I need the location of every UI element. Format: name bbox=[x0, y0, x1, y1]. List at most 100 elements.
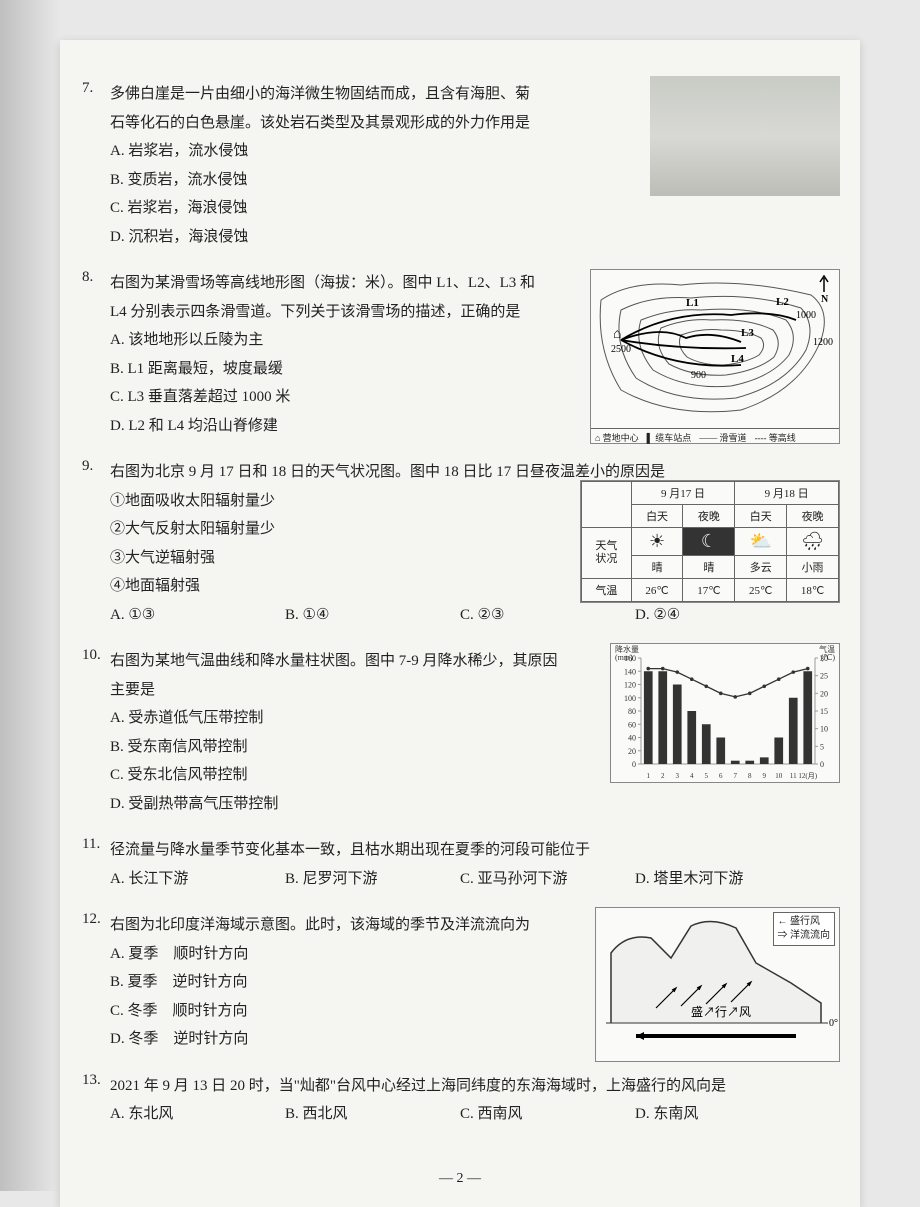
q7-opt-b: B. 变质岩，流水侵蚀 bbox=[110, 166, 540, 195]
question-9: 9. 右图为北京 9 月 17 日和 18 日的天气状况图。图中 18 日比 1… bbox=[110, 458, 810, 629]
q10-opt-d: D. 受副热带高气压带控制 bbox=[110, 790, 570, 819]
q8-options: A. 该地地形以丘陵为主 B. L1 距离最短，坡度最缓 C. L3 垂直落差超… bbox=[110, 326, 540, 440]
q13-opt-c: C. 西南风 bbox=[460, 1100, 635, 1129]
q12-options: A. 夏季 顺时针方向 B. 夏季 逆时针方向 C. 冬季 顺时针方向 D. 冬… bbox=[110, 940, 540, 1054]
q10-opt-c: C. 受东北信风带控制 bbox=[110, 761, 570, 790]
q9-item-1: ①地面吸收太阳辐射量少 bbox=[110, 487, 540, 516]
svg-text:2: 2 bbox=[661, 772, 665, 780]
q9-item-3: ③大气逆辐射强 bbox=[110, 544, 540, 573]
desc-4: 小雨 bbox=[787, 556, 839, 579]
label-l4: L4 bbox=[731, 353, 744, 365]
row-tq: 天气 bbox=[595, 540, 617, 552]
q13-stem: 2021 年 9 月 13 日 20 时，当"灿都"台风中心经过上海同纬度的东海… bbox=[110, 1072, 810, 1101]
svg-text:6: 6 bbox=[719, 772, 723, 780]
label-l3: L3 bbox=[741, 327, 754, 339]
q9-item-2: ②大气反射太阳辐射量少 bbox=[110, 515, 540, 544]
svg-text:5: 5 bbox=[705, 772, 709, 780]
hdr-d17: 9 月17 日 bbox=[631, 482, 735, 505]
q12-figure: ← 盛行风 ⇒ 洋流流向 0° 盛↗行↗风 bbox=[595, 907, 840, 1062]
q9-opt-c: C. ②③ bbox=[460, 601, 635, 630]
desc-1: 晴 bbox=[631, 556, 683, 579]
page-number: — 2 — bbox=[60, 1171, 860, 1187]
sub-yw2: 夜晚 bbox=[787, 505, 839, 528]
temp-4: 18℃ bbox=[787, 579, 839, 602]
q10-figure: 0204060801001201401600510152025301234567… bbox=[610, 643, 840, 783]
svg-text:10: 10 bbox=[820, 725, 828, 734]
q9-opt-b: B. ①④ bbox=[285, 601, 460, 630]
question-7: 7. 多佛白崖是一片由细小的海洋微生物固结而成，且含有海胆、菊石等化石的白色悬崖… bbox=[110, 80, 810, 251]
question-10: 10. 右图为某地气温曲线和降水量柱状图。图中 7-9 月降水稀少，其原因主要是… bbox=[110, 647, 810, 818]
q9-opt-a: A. ①③ bbox=[110, 601, 285, 630]
svg-text:9: 9 bbox=[763, 772, 767, 780]
svg-text:100: 100 bbox=[624, 694, 636, 703]
q9-items: ①地面吸收太阳辐射量少 ②大气反射太阳辐射量少 ③大气逆辐射强 ④地面辐射强 bbox=[110, 487, 540, 601]
page-gutter bbox=[0, 0, 60, 1191]
sun-icon: ☀ bbox=[631, 528, 683, 556]
moon-icon: ☾ bbox=[683, 528, 735, 556]
legend-house: ⌂ 营地中心 bbox=[595, 431, 639, 444]
q8-figure: L1 L2 L3 L4 2500 900 1000 1200 ⌂ N ⌂ 营地中… bbox=[590, 269, 840, 444]
sub-bt1: 白天 bbox=[631, 505, 683, 528]
q11-stem: 径流量与降水量季节变化基本一致，且枯水期出现在夏季的河段可能位于 bbox=[110, 836, 810, 865]
svg-text:60: 60 bbox=[628, 720, 636, 729]
question-11: 11. 径流量与降水量季节变化基本一致，且枯水期出现在夏季的河段可能位于 A. … bbox=[110, 836, 810, 893]
svg-text:4: 4 bbox=[690, 772, 694, 780]
question-12: 12. 右图为北印度洋海域示意图。此时，该海域的季节及洋流流向为 A. 夏季 顺… bbox=[110, 911, 810, 1054]
q13-options: A. 东北风 B. 西北风 C. 西南风 D. 东南风 bbox=[110, 1100, 810, 1129]
house-icon: ⌂ bbox=[613, 327, 621, 342]
legend-piste: —— 滑雪道 bbox=[699, 431, 746, 444]
q7-options: A. 岩浆岩，流水侵蚀 B. 变质岩，流水侵蚀 C. 岩浆岩，海浪侵蚀 D. 沉… bbox=[110, 137, 540, 251]
svg-text:0: 0 bbox=[820, 760, 824, 769]
svg-text:40: 40 bbox=[628, 734, 636, 743]
q11-number: 11. bbox=[82, 836, 100, 853]
svg-text:0: 0 bbox=[632, 760, 636, 769]
q10-options: A. 受赤道低气压带控制 B. 受东南信风带控制 C. 受东北信风带控制 D. … bbox=[110, 704, 570, 818]
q10-opt-a: A. 受赤道低气压带控制 bbox=[110, 704, 570, 733]
q9-options: A. ①③ B. ①④ C. ②③ D. ②④ bbox=[110, 601, 810, 630]
svg-text:15: 15 bbox=[820, 707, 828, 716]
q9-figure: 9 月17 日 9 月18 日 白天 夜晚 白天 夜晚 天气 状况 ☀ ☾ bbox=[580, 480, 840, 603]
q10-opt-b: B. 受东南信风带控制 bbox=[110, 733, 570, 762]
q7-opt-c: C. 岩浆岩，海浪侵蚀 bbox=[110, 194, 540, 223]
q7-opt-a: A. 岩浆岩，流水侵蚀 bbox=[110, 137, 540, 166]
exam-page: 7. 多佛白崖是一片由细小的海洋微生物固结而成，且含有海胆、菊石等化石的白色悬崖… bbox=[60, 40, 860, 1207]
hdr-d18: 9 月18 日 bbox=[735, 482, 839, 505]
legend-wind: ← 盛行风 bbox=[778, 915, 831, 929]
q12-stem: 右图为北印度洋海域示意图。此时，该海域的季节及洋流流向为 bbox=[110, 911, 540, 940]
svg-text:(mm): (mm) bbox=[615, 653, 633, 662]
label-1200: 1200 bbox=[813, 337, 833, 348]
legend-current: ⇒ 洋流流向 bbox=[778, 929, 831, 943]
q12-opt-b: B. 夏季 逆时针方向 bbox=[110, 968, 540, 997]
q13-opt-d: D. 东南风 bbox=[635, 1100, 810, 1129]
svg-text:140: 140 bbox=[624, 667, 636, 676]
svg-text:8: 8 bbox=[748, 772, 752, 780]
svg-text:20: 20 bbox=[628, 747, 636, 756]
svg-text:80: 80 bbox=[628, 707, 636, 716]
q8-opt-c: C. L3 垂直落差超过 1000 米 bbox=[110, 383, 540, 412]
q8-opt-a: A. 该地地形以丘陵为主 bbox=[110, 326, 540, 355]
temp-2: 17℃ bbox=[683, 579, 735, 602]
q10-stem: 右图为某地气温曲线和降水量柱状图。图中 7-9 月降水稀少，其原因主要是 bbox=[110, 647, 570, 704]
equator-label: 0° bbox=[829, 1018, 838, 1029]
q11-opt-d: D. 塔里木河下游 bbox=[635, 865, 810, 894]
q9-opt-d: D. ②④ bbox=[635, 601, 810, 630]
q13-opt-b: B. 西北风 bbox=[285, 1100, 460, 1129]
label-900: 900 bbox=[691, 370, 706, 381]
question-8: 8. 右图为某滑雪场等高线地形图（海拔：米）。图中 L1、L2、L3 和 L4 … bbox=[110, 269, 810, 440]
svg-text:10: 10 bbox=[775, 772, 783, 780]
q12-opt-a: A. 夏季 顺时针方向 bbox=[110, 940, 540, 969]
wind-label: 盛↗行↗风 bbox=[691, 1004, 751, 1019]
svg-text:12(月): 12(月) bbox=[798, 772, 817, 780]
temp-3: 25℃ bbox=[735, 579, 787, 602]
q13-number: 13. bbox=[82, 1072, 101, 1089]
q12-legend: ← 盛行风 ⇒ 洋流流向 bbox=[773, 912, 836, 946]
svg-text:1: 1 bbox=[647, 772, 651, 780]
label-2500: 2500 bbox=[611, 344, 631, 355]
q10-number: 10. bbox=[82, 647, 101, 664]
q11-opt-b: B. 尼罗河下游 bbox=[285, 865, 460, 894]
desc-3: 多云 bbox=[735, 556, 787, 579]
contour-map-svg: L1 L2 L3 L4 2500 900 1000 1200 ⌂ N bbox=[591, 270, 839, 425]
q8-legend: ⌂ 营地中心 ▌ 缆车站点 —— 滑雪道 ---- 等高线 bbox=[591, 428, 839, 446]
label-l1: L1 bbox=[686, 297, 699, 309]
q8-number: 8. bbox=[82, 269, 93, 286]
